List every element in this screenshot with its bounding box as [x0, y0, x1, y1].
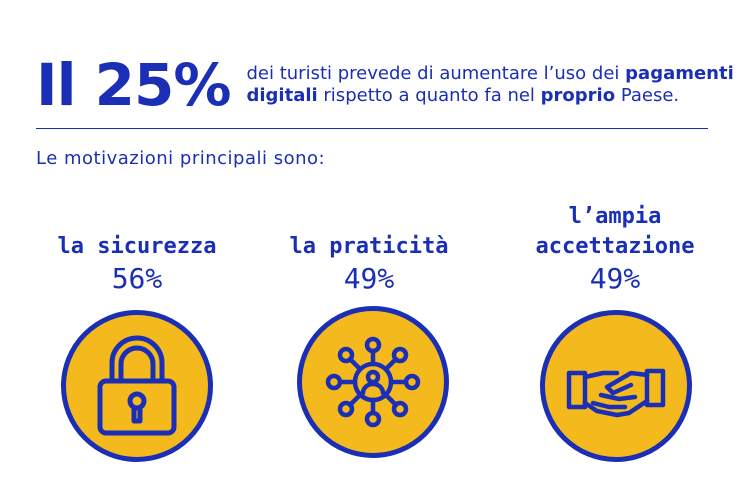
subtitle: Le motivazioni principali sono:: [36, 148, 326, 169]
reason-security: la sicurezza 56%: [17, 232, 257, 296]
padlock-icon: [61, 310, 213, 462]
headline-bold-payments: pagamenti digitali: [246, 63, 734, 106]
headline-bold-own: proprio: [540, 85, 616, 106]
headline-text: dei turisti prevede di aumentare l’uso d…: [246, 63, 746, 107]
reason-acceptance: l’ampia accettazione 49%: [495, 202, 735, 296]
headline: Il 25% dei turisti prevede di aumentare …: [36, 56, 746, 114]
reason-label-line-1: l’ampia: [568, 204, 662, 229]
headline-text-part-1: dei turisti prevede di aumentare l’uso d…: [246, 63, 626, 84]
handshake-icon: [540, 310, 692, 462]
headline-text-part-3: Paese.: [615, 85, 680, 106]
reason-percent: 56%: [111, 262, 163, 295]
headline-text-part-2: rispetto a quanto fa nel: [317, 85, 541, 106]
divider: [36, 128, 708, 129]
reason-label: la praticità: [289, 234, 449, 259]
reason-label-line-2: accettazione: [535, 234, 695, 259]
reason-percent: 49%: [589, 262, 641, 295]
reason-label: la sicurezza: [57, 234, 217, 259]
headline-stat: Il 25%: [36, 51, 231, 119]
reason-practicality: la praticità 49%: [249, 232, 489, 296]
network-user-icon: [297, 306, 449, 458]
reason-percent: 49%: [343, 262, 395, 295]
